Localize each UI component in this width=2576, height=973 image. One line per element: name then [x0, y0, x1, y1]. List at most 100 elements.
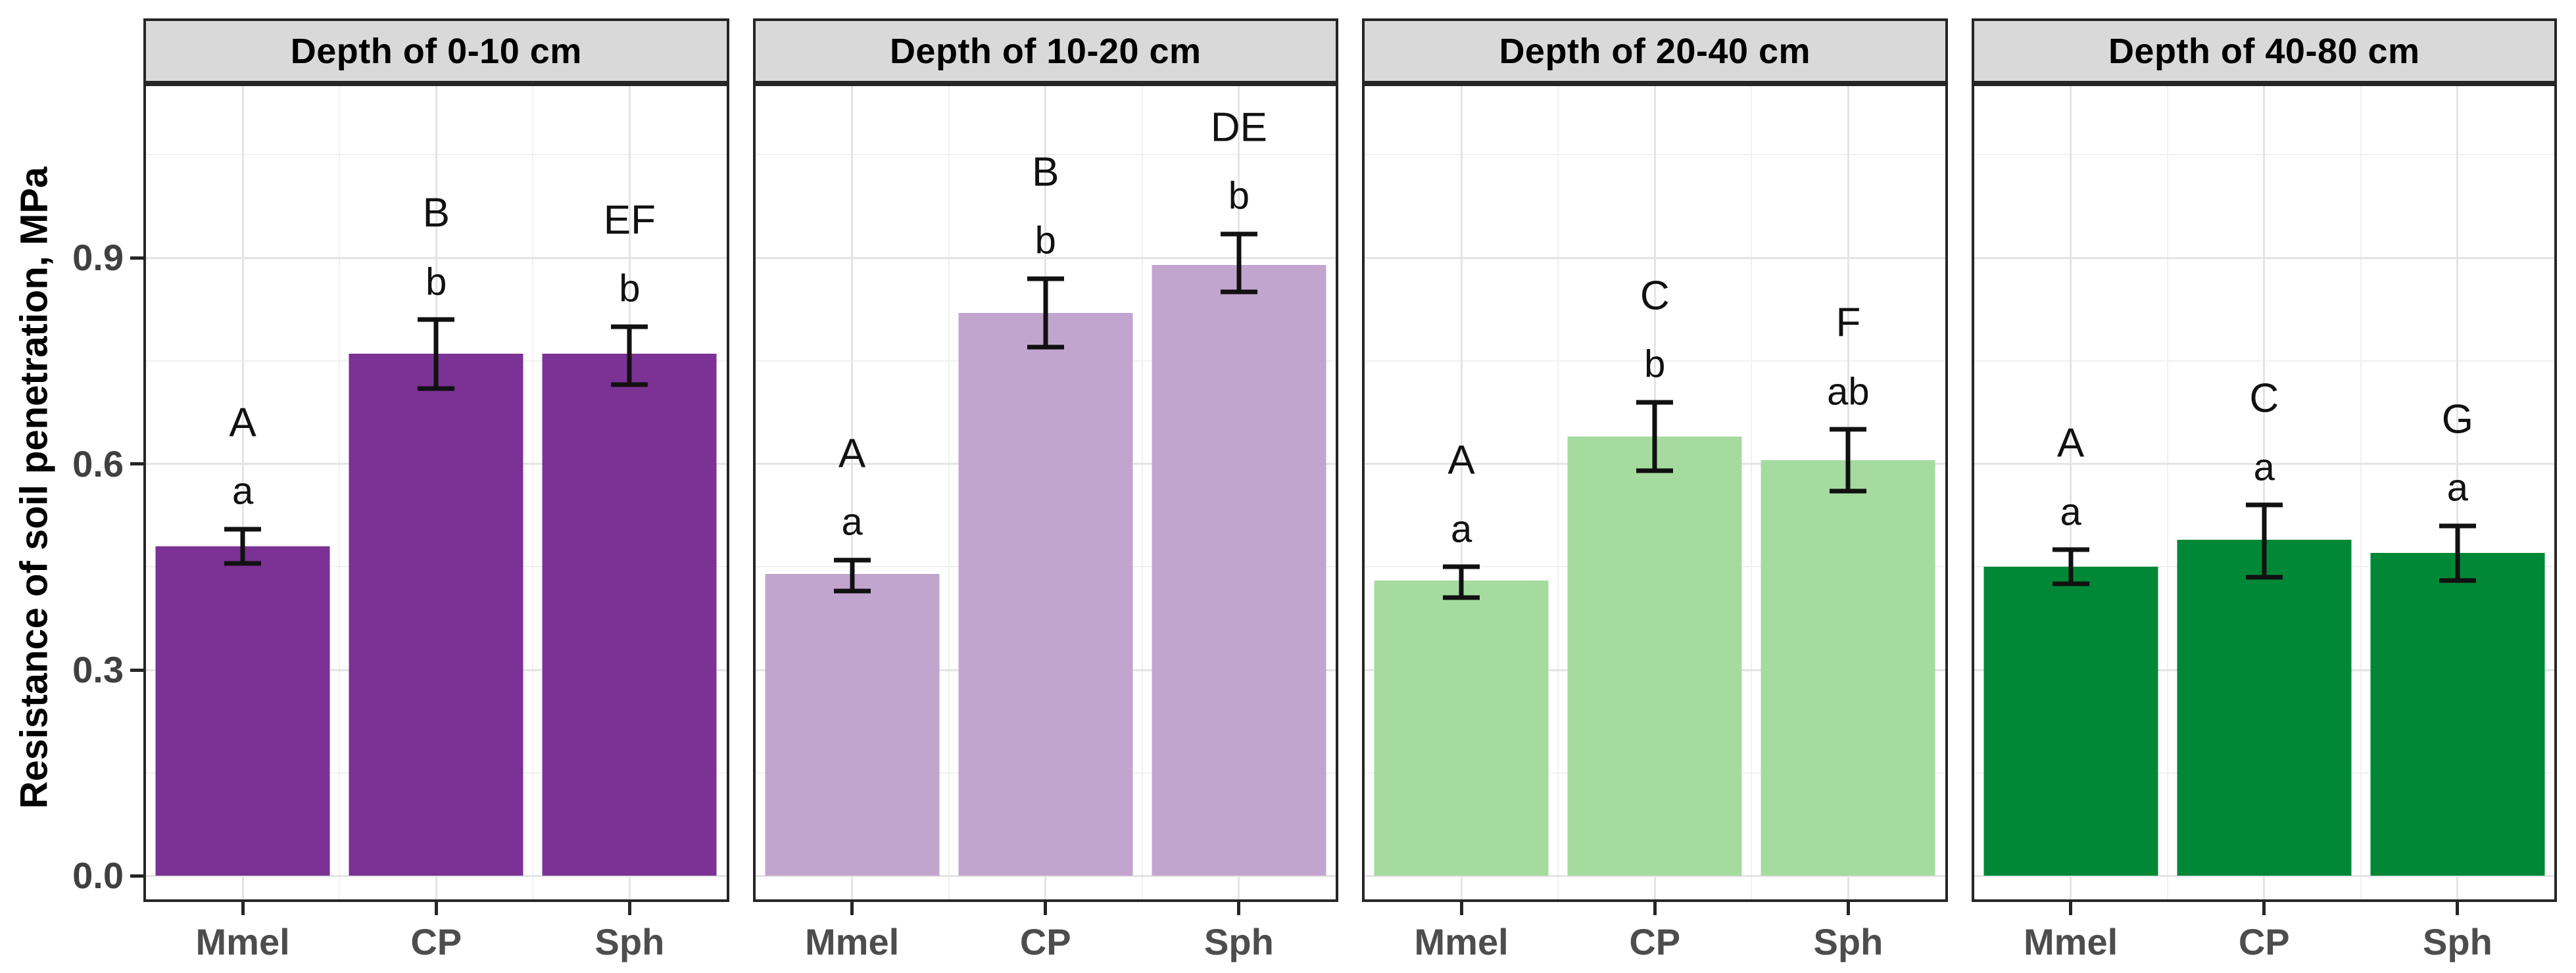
x-tick-label: CP	[1629, 921, 1681, 962]
sig-letter-upper: A	[838, 431, 866, 477]
error-bar-cap-bottom	[611, 382, 648, 387]
error-bar-line	[2262, 505, 2267, 577]
major-gridline-vertical	[2456, 86, 2459, 899]
sig-letter-lower: a	[841, 500, 863, 544]
sig-letter-upper: C	[1640, 273, 1670, 319]
sig-letter-upper: C	[2249, 375, 2279, 421]
x-tick-mark	[1237, 902, 1241, 915]
error-bar-cap-top	[224, 527, 262, 532]
error-bar-cap-top	[1636, 400, 1674, 405]
bar	[2370, 553, 2545, 876]
minor-gridline-vertical	[532, 86, 534, 899]
sig-letter-lower: b	[1644, 343, 1666, 386]
sig-letter-upper: A	[229, 400, 256, 446]
error-bar-cap-bottom	[2439, 578, 2476, 583]
error-bar-cap-top	[1027, 276, 1064, 281]
major-gridline-vertical	[851, 86, 854, 899]
x-tick-label: CP	[410, 921, 462, 962]
error-bar-line	[2455, 525, 2460, 581]
error-bar-cap-bottom	[833, 588, 871, 594]
bar	[1567, 436, 1742, 876]
sig-letter-upper: B	[422, 190, 450, 236]
x-tick-label: Sph	[595, 921, 665, 962]
sig-letter-lower: a	[2060, 490, 2081, 534]
error-bar-cap-bottom	[2245, 575, 2283, 580]
sig-letter-lower: a	[231, 469, 254, 513]
x-tick-mark	[1846, 902, 1850, 915]
sig-letter-upper: DE	[1210, 105, 1267, 151]
error-bar-cap-top	[1830, 427, 1867, 432]
x-tick-label: Mmel	[1414, 921, 1509, 962]
error-bar-cap-bottom	[1830, 488, 1867, 494]
sig-letter-lower: b	[1034, 219, 1056, 262]
bar	[2177, 539, 2352, 876]
facet-strip-label: Depth of 20-40 cm	[1499, 31, 1811, 71]
y-tick-mark	[130, 668, 143, 672]
error-bar-line	[1459, 567, 1464, 598]
minor-gridline-vertical	[1751, 86, 1753, 899]
error-bar-line	[1043, 278, 1048, 347]
facet-strip-label: Depth of 10-20 cm	[889, 31, 1202, 71]
major-gridline-vertical	[2263, 86, 2266, 899]
x-tick-label: Mmel	[195, 921, 290, 962]
bar	[1983, 567, 2158, 876]
error-bar-cap-top	[833, 558, 871, 563]
y-tick-label: 0.6	[72, 442, 124, 485]
error-bar-cap-bottom	[1443, 595, 1480, 600]
x-tick-mark	[1044, 902, 1048, 915]
sig-letter-lower: ab	[1827, 370, 1870, 414]
sig-letter-lower: b	[1228, 174, 1250, 218]
x-tick-mark	[1653, 902, 1657, 915]
minor-gridline-vertical	[1141, 86, 1143, 899]
sig-letter-upper: A	[2056, 420, 2085, 466]
y-tick-mark	[130, 874, 143, 878]
facet-strip: Depth of 0-10 cm	[143, 18, 729, 83]
error-bar-cap-top	[1443, 564, 1480, 569]
facet-strip: Depth of 40-80 cm	[1971, 18, 2557, 83]
bar	[155, 546, 330, 876]
facet-strip: Depth of 10-20 cm	[752, 18, 1338, 83]
sig-letter-upper: EF	[603, 197, 656, 243]
sig-letter-lower: b	[425, 260, 447, 304]
sig-letter-lower: a	[2253, 446, 2275, 489]
y-tick-label: 0.3	[72, 649, 124, 691]
error-bar-cap-top	[418, 317, 455, 322]
major-gridline-vertical	[241, 86, 244, 899]
error-bar-line	[1652, 402, 1657, 471]
error-bar-cap-bottom	[1027, 344, 1064, 350]
sig-letter-lower: b	[619, 267, 641, 310]
bar	[349, 354, 523, 876]
bar	[958, 312, 1133, 876]
error-bar-line	[627, 326, 632, 385]
error-bar-cap-bottom	[1220, 289, 1257, 295]
error-bar-cap-bottom	[2052, 581, 2089, 586]
error-bar-cap-bottom	[224, 561, 262, 566]
sig-letter-lower: a	[2446, 466, 2469, 510]
bar	[1152, 264, 1326, 876]
x-tick-mark	[2262, 902, 2266, 915]
error-bar-line	[1845, 429, 1851, 492]
x-tick-mark	[850, 902, 854, 915]
sig-letter-upper: F	[1835, 300, 1861, 346]
y-tick-mark	[130, 462, 143, 466]
error-bar-cap-top	[2439, 523, 2476, 529]
minor-gridline-vertical	[2360, 86, 2362, 899]
x-tick-mark	[434, 902, 438, 915]
error-bar-cap-bottom	[418, 386, 455, 391]
minor-gridline-vertical	[2166, 86, 2168, 899]
x-tick-mark	[2069, 902, 2073, 915]
x-tick-label: Sph	[1813, 921, 1883, 962]
facet-strip-label: Depth of 40-80 cm	[2108, 31, 2420, 71]
y-tick-label: 0.0	[72, 855, 124, 897]
y-tick-label: 0.9	[72, 237, 124, 279]
x-tick-label: Sph	[2423, 921, 2492, 962]
error-bar-line	[850, 559, 855, 591]
